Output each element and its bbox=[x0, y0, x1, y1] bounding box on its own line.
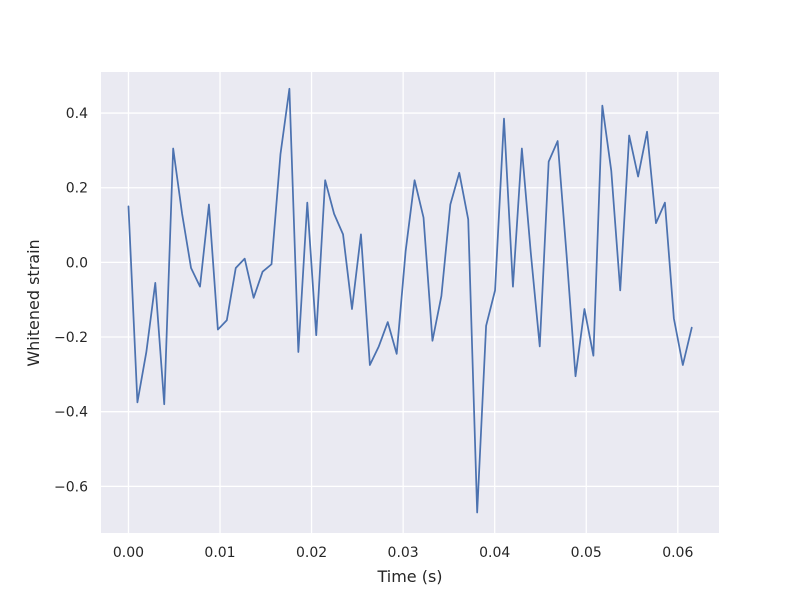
x-tick-label: 0.01 bbox=[204, 545, 235, 561]
y-tick-label: −0.6 bbox=[54, 479, 88, 495]
y-tick-label: −0.2 bbox=[54, 330, 88, 346]
y-tick-labels: −0.6 −0.4 −0.2 0.0 0.2 0.4 bbox=[54, 106, 88, 495]
y-gridlines bbox=[101, 112, 719, 487]
y-tick-label: 0.0 bbox=[66, 255, 88, 271]
x-axis-label: Time (s) bbox=[376, 567, 442, 586]
y-tick-label: 0.4 bbox=[66, 106, 88, 122]
x-tick-label: 0.04 bbox=[479, 545, 510, 561]
series-line bbox=[127, 87, 693, 514]
y-axis-label: Whitened strain bbox=[24, 239, 43, 366]
x-gridlines bbox=[127, 72, 679, 533]
x-tick-label: 0.00 bbox=[113, 545, 144, 561]
x-tick-labels: 0.00 0.01 0.02 0.03 0.04 0.05 0.06 bbox=[113, 545, 694, 561]
plot-background bbox=[101, 72, 719, 533]
y-tick-label: 0.2 bbox=[66, 181, 88, 197]
x-tick-label: 0.05 bbox=[571, 545, 602, 561]
x-tick-label: 0.06 bbox=[662, 545, 693, 561]
x-tick-label: 0.03 bbox=[388, 545, 419, 561]
x-tick-label: 0.02 bbox=[296, 545, 327, 561]
y-tick-label: −0.4 bbox=[54, 405, 88, 421]
